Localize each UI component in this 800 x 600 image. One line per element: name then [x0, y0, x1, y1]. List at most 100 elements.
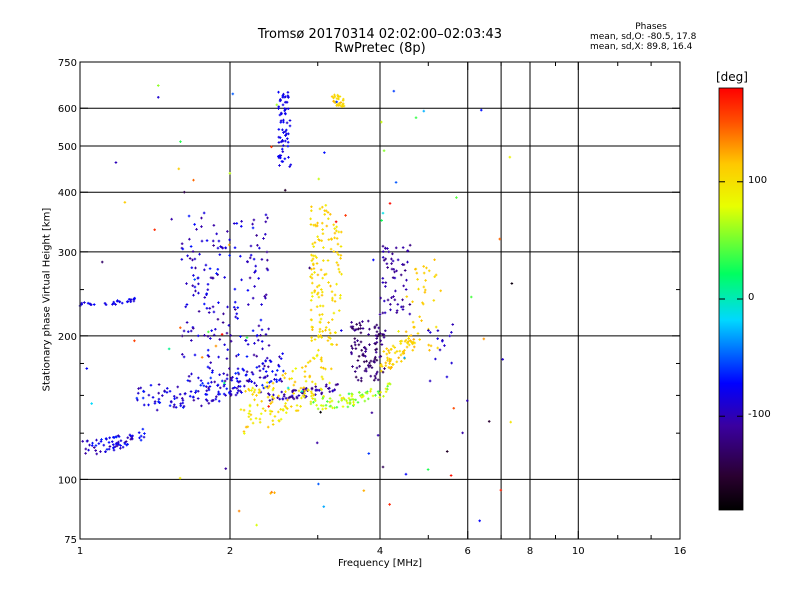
data-point: [315, 224, 319, 228]
data-point: [279, 140, 283, 144]
data-point: [381, 244, 385, 248]
data-point: [123, 442, 127, 446]
data-point: [318, 207, 322, 211]
data-point: [185, 321, 189, 324]
data-point: [252, 390, 256, 394]
data-point: [142, 435, 146, 439]
data-point: [364, 354, 367, 358]
data-point: [277, 141, 281, 144]
data-point: [283, 100, 287, 104]
data-point: [409, 334, 413, 337]
data-point: [345, 399, 348, 403]
data-point: [104, 450, 107, 453]
data-point: [240, 220, 243, 223]
data-point: [487, 420, 491, 423]
data-point: [347, 392, 351, 396]
data-point: [367, 319, 370, 323]
data-point: [277, 90, 280, 94]
data-point: [339, 254, 343, 257]
data-point: [268, 381, 271, 384]
data-point: [250, 371, 254, 374]
data-point: [124, 440, 128, 443]
data-point: [188, 237, 191, 241]
data-point: [267, 344, 271, 347]
data-point: [364, 391, 368, 394]
data-point: [411, 348, 415, 352]
data-point: [255, 366, 259, 369]
data-point: [309, 217, 312, 221]
data-point: [288, 395, 292, 399]
data-point: [344, 214, 347, 217]
data-point: [380, 365, 384, 368]
data-point: [216, 317, 220, 321]
data-point: [210, 329, 213, 332]
data-point: [181, 401, 185, 405]
data-point: [372, 378, 376, 382]
data-point: [325, 209, 328, 213]
data-point: [426, 468, 430, 471]
data-point: [322, 246, 325, 249]
data-point: [380, 120, 383, 124]
data-point: [396, 303, 400, 306]
data-point: [270, 395, 274, 398]
data-point: [384, 246, 387, 250]
data-point: [275, 103, 279, 107]
data-point: [309, 308, 313, 312]
data-point: [335, 100, 338, 104]
data-point: [253, 381, 256, 385]
data-point: [211, 239, 215, 243]
data-point: [334, 220, 338, 224]
data-point: [318, 238, 321, 242]
data-point: [236, 306, 240, 309]
data-point: [379, 363, 383, 366]
data-point: [261, 383, 264, 387]
data-point: [401, 308, 405, 311]
data-point: [317, 335, 320, 339]
data-point: [247, 387, 250, 391]
data-point: [313, 357, 316, 360]
data-point: [252, 218, 256, 222]
data-point: [117, 434, 120, 437]
data-point: [218, 386, 222, 390]
data-point: [210, 380, 213, 384]
data-point: [112, 446, 115, 449]
data-point: [204, 398, 208, 401]
data-point: [385, 352, 389, 356]
data-point: [237, 509, 241, 513]
data-point: [408, 243, 412, 247]
data-point: [218, 373, 221, 377]
data-point: [340, 272, 343, 276]
data-point: [161, 394, 164, 397]
data-point: [172, 394, 176, 398]
data-point: [178, 476, 182, 480]
data-point: [236, 391, 239, 395]
data-point: [149, 383, 153, 387]
data-point: [201, 381, 204, 385]
data-point: [373, 357, 377, 361]
data-point: [423, 288, 427, 292]
x-tick-label: 8: [527, 546, 533, 557]
data-point: [217, 301, 220, 304]
data-point: [230, 378, 234, 382]
data-point: [381, 256, 385, 259]
data-point: [275, 369, 279, 372]
data-point: [357, 391, 361, 394]
data-point: [130, 435, 133, 439]
data-point: [197, 282, 200, 286]
data-point: [223, 343, 226, 347]
data-point: [100, 260, 104, 264]
data-point: [188, 379, 192, 383]
data-point: [386, 358, 389, 362]
data-point: [379, 296, 382, 300]
data-point: [402, 263, 406, 267]
data-point: [337, 253, 340, 256]
data-point: [332, 311, 336, 315]
data-point: [391, 259, 395, 263]
data-point: [255, 394, 258, 397]
data-point: [395, 350, 399, 353]
data-point: [153, 228, 156, 232]
data-point: [360, 396, 364, 399]
data-point: [393, 346, 397, 349]
data-point: [193, 223, 196, 226]
data-point: [277, 135, 281, 139]
